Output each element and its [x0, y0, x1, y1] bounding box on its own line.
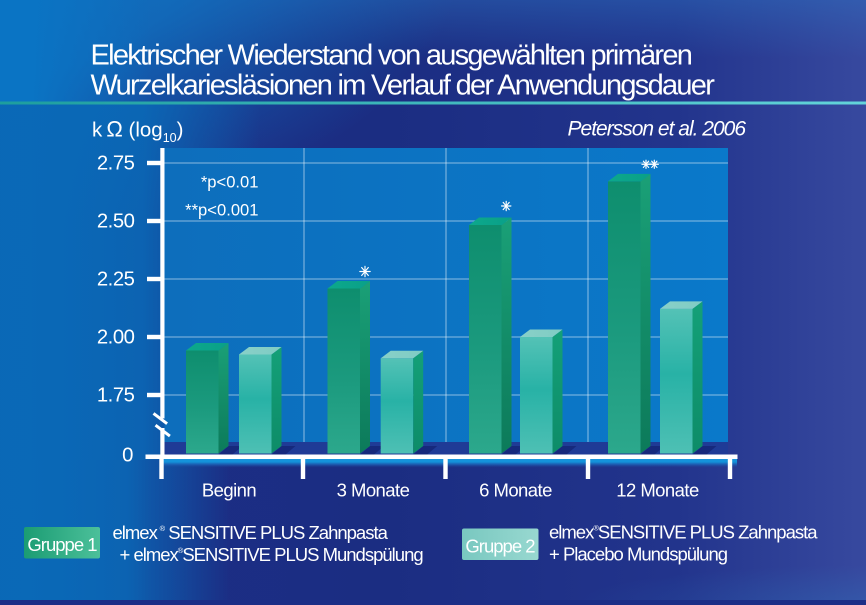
- svg-text:6 Monate: 6 Monate: [479, 480, 552, 501]
- svg-text:12 Monate: 12 Monate: [616, 480, 699, 501]
- svg-text:Gruppe 1: Gruppe 1: [27, 534, 97, 555]
- svg-text:+ elmex®SENSITIVE PLUS Mundspü: + elmex®SENSITIVE PLUS Mundspülung: [120, 544, 424, 565]
- svg-text:Elektrischer Wiederstand von a: Elektrischer Wiederstand von ausgewählte…: [91, 40, 692, 72]
- svg-text:*p<0.01: *p<0.01: [201, 172, 259, 191]
- svg-text:elmex ® SENSITIVE PLUS Zahnpas: elmex ® SENSITIVE PLUS Zahnpasta: [113, 522, 389, 543]
- svg-text:Beginn: Beginn: [202, 480, 257, 501]
- svg-text:Gruppe 2: Gruppe 2: [465, 536, 535, 557]
- svg-text:0: 0: [122, 445, 133, 467]
- svg-text:elmex®SENSITIVE PLUS Zahnpasta: elmex®SENSITIVE PLUS Zahnpasta: [549, 522, 818, 543]
- svg-text:1.75: 1.75: [97, 385, 135, 407]
- svg-text:2.50: 2.50: [97, 211, 135, 233]
- svg-text:**p<0.001: **p<0.001: [185, 201, 258, 220]
- svg-text:Wurzelkariesläsionen im Verlau: Wurzelkariesläsionen im Verlauf der Anwe…: [91, 70, 716, 102]
- svg-text:2.75: 2.75: [97, 153, 135, 175]
- svg-text:3 Monate: 3 Monate: [337, 480, 410, 501]
- svg-text:2.00: 2.00: [97, 327, 135, 349]
- svg-text:+ Placebo Mundspülung: + Placebo Mundspülung: [549, 544, 728, 565]
- svg-text:Petersson et al. 2006: Petersson et al. 2006: [568, 118, 747, 141]
- svg-text:2.25: 2.25: [97, 269, 135, 291]
